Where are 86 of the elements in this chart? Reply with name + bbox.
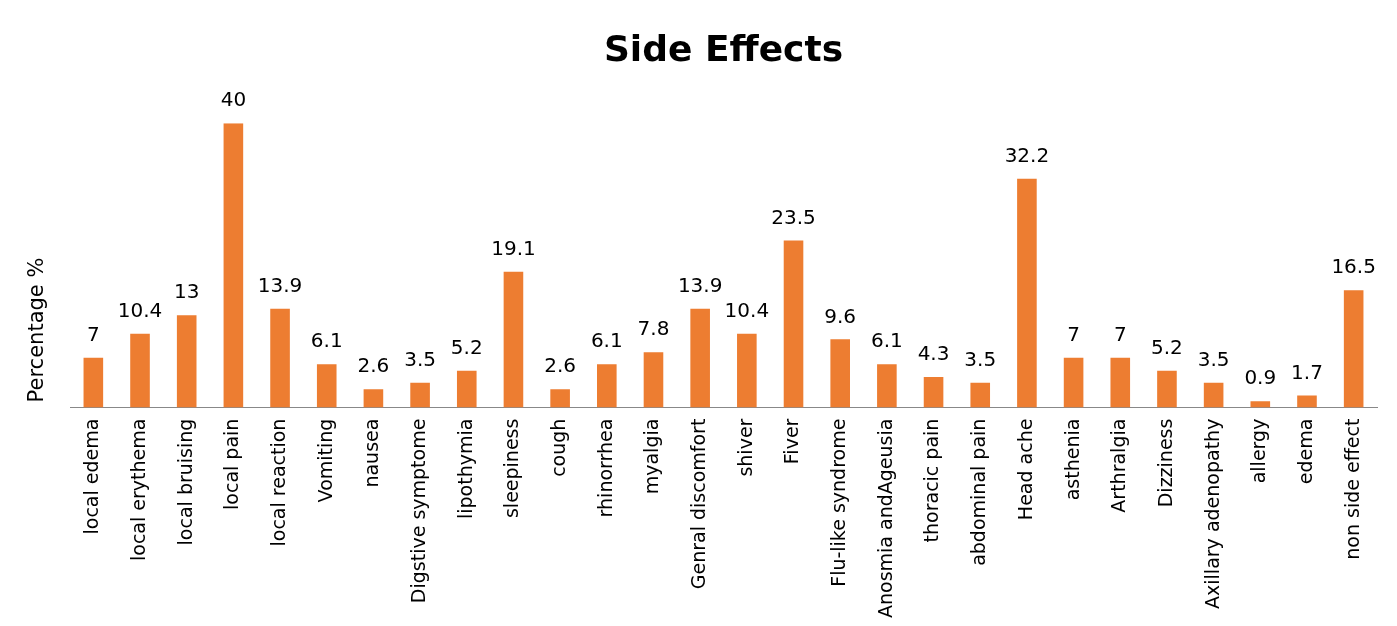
data-label: 6.1 — [870, 328, 903, 353]
bar — [456, 370, 477, 408]
bar — [1343, 290, 1364, 408]
bar — [643, 352, 664, 408]
x-tick-label: local reaction — [266, 418, 289, 547]
bar — [130, 333, 150, 408]
bar — [1250, 401, 1271, 408]
bar — [830, 339, 850, 408]
data-label: 4.3 — [917, 341, 950, 366]
x-tick-label: Fiver — [780, 418, 803, 465]
data-label: 3.5 — [1197, 346, 1230, 371]
x-tick-label: Arthralgia — [1107, 418, 1130, 513]
data-label: 40 — [220, 87, 247, 112]
x-tick-label: local erythema — [126, 418, 149, 561]
bar — [363, 389, 384, 408]
x-tick-label: lipothymia — [453, 418, 476, 520]
data-label: 3.5 — [964, 346, 997, 371]
bar — [223, 123, 244, 408]
x-tick-label: Vomiting — [313, 418, 336, 503]
data-label: 7 — [86, 322, 100, 347]
bar — [690, 308, 710, 408]
bar — [1157, 370, 1177, 408]
data-label: 16.5 — [1331, 254, 1376, 279]
x-tick-label: allergy — [1247, 418, 1270, 484]
bar — [316, 364, 337, 408]
x-tick-label: local edema — [80, 418, 103, 535]
y-axis-title: Percentage % — [24, 257, 48, 403]
data-label: 13 — [173, 279, 200, 304]
x-tick-label: Flu-like syndrome — [827, 418, 850, 587]
x-tick-label: Axillary adenopathy — [1200, 418, 1223, 609]
data-label: 13.9 — [677, 272, 723, 297]
bar — [737, 333, 757, 408]
x-tick-label: Anosmia andAgeusia — [873, 418, 896, 618]
data-label: 7 — [1067, 322, 1080, 347]
data-label: 10.4 — [117, 297, 163, 322]
x-tick-label: local bruising — [173, 418, 196, 546]
x-tick-label: myalgia — [640, 418, 663, 495]
data-label: 10.4 — [724, 297, 770, 322]
data-label: 6.1 — [590, 328, 623, 353]
chart-title: Side Effects — [603, 27, 844, 69]
data-label: 2.6 — [357, 353, 390, 378]
bar — [550, 389, 570, 408]
bar — [923, 377, 944, 408]
x-tick-label: abdominal pain — [967, 418, 990, 566]
x-tick-label: sleepiness — [500, 418, 523, 519]
x-tick-label: Genral discomfort — [687, 418, 710, 590]
data-label: 5.2 — [450, 334, 483, 359]
bar — [410, 382, 430, 408]
x-tick-label: cough — [547, 418, 570, 477]
bar — [83, 357, 104, 408]
data-label: 7 — [1113, 322, 1127, 347]
bar — [270, 308, 290, 408]
bar — [176, 315, 197, 408]
x-tick-label: shiver — [733, 418, 756, 477]
bar — [877, 364, 897, 408]
data-label: 32.2 — [1004, 142, 1050, 167]
bar — [597, 364, 617, 408]
x-tick-label: rhinorrhea — [593, 418, 616, 518]
data-label: 9.6 — [824, 303, 857, 328]
data-label: 23.5 — [771, 204, 816, 229]
x-tick-label: edema — [1293, 418, 1316, 485]
x-tick-label: Digstive symptome — [407, 418, 430, 604]
data-label: 0.9 — [1244, 365, 1277, 390]
bar — [1297, 395, 1317, 408]
data-label: 6.1 — [310, 328, 343, 353]
data-label: 19.1 — [491, 236, 536, 261]
bar — [970, 382, 991, 408]
bar — [1203, 382, 1224, 408]
bar — [1063, 357, 1084, 408]
data-label: 5.2 — [1151, 334, 1183, 359]
bar — [503, 271, 524, 408]
x-tick-label: asthenia — [1060, 418, 1083, 501]
x-tick-label: thoracic pain — [920, 418, 943, 543]
bar — [1110, 357, 1131, 408]
data-label: 13.9 — [257, 272, 303, 297]
x-tick-label: non side effect — [1340, 418, 1363, 560]
data-label: 2.6 — [544, 353, 577, 378]
x-tick-label: Head ache — [1013, 418, 1036, 521]
x-tick-label: local pain — [220, 418, 243, 510]
data-label: 1.7 — [1291, 359, 1323, 384]
data-label: 7.8 — [637, 316, 670, 341]
bar — [1017, 178, 1037, 408]
bar — [783, 240, 804, 408]
x-tick-label: nausea — [360, 418, 383, 488]
data-label: 3.5 — [404, 346, 436, 371]
x-tick-label: Dizziness — [1153, 418, 1176, 508]
